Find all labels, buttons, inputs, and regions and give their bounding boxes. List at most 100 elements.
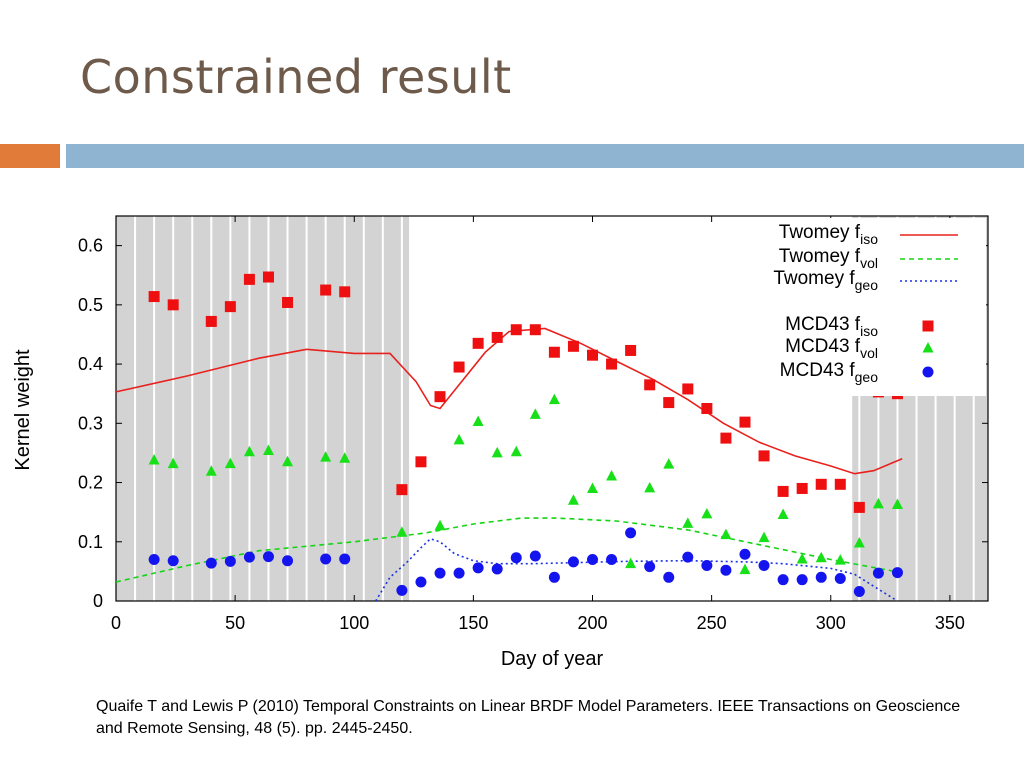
point-mcd43-vol [510,445,522,457]
point-mcd43-geo [224,555,236,567]
point-mcd43-iso [567,340,579,352]
line-twomey-iso [115,327,903,475]
point-mcd43-iso [320,284,332,296]
x-tick-label: 200 [577,613,607,633]
observed-points [148,271,903,598]
point-mcd43-vol [853,536,865,548]
point-mcd43-vol [891,498,903,509]
y-tick-label: 0.4 [78,354,103,374]
point-mcd43-vol [663,458,675,469]
point-mcd43-iso [548,346,560,358]
y-tick-label: 0.3 [78,413,103,433]
point-mcd43-vol [758,531,770,543]
x-tick-label: 250 [697,613,727,633]
point-mcd43-iso [148,291,160,303]
point-mcd43-geo [891,567,903,579]
legend-label-twomey-iso: Twomey fiso [779,222,878,247]
point-mcd43-geo [682,551,694,563]
point-mcd43-geo [663,571,675,583]
point-mcd43-vol [606,470,618,481]
point-mcd43-vol [167,457,179,469]
point-mcd43-iso [815,478,827,490]
legend-label-twomey-geo: Twomey fgeo [773,268,878,293]
point-mcd43-iso [529,324,541,336]
kernel-weight-chart: 0 50 100 150 200 250 300 350 0 0.1 0.2 0.3 0.4 0.5 0.… [12,215,989,670]
x-tick-label: 150 [458,613,488,633]
y-axis-title: Kernel weight [12,349,34,471]
y-tick-label: 0.2 [78,473,103,493]
point-mcd43-vol [320,451,332,462]
point-mcd43-vol [434,519,446,531]
point-mcd43-geo [758,559,770,571]
point-mcd43-vol [453,433,465,445]
point-mcd43-vol [491,446,503,458]
point-mcd43-geo [644,561,656,573]
y-tick-label: 0 [93,591,103,611]
point-mcd43-geo [529,550,541,562]
legend-label-twomey-vol: Twomey fvol [779,246,878,271]
point-mcd43-geo [434,567,446,579]
point-mcd43-vol [739,563,751,575]
point-mcd43-geo [567,556,579,568]
point-mcd43-geo [872,567,884,579]
point-mcd43-geo [282,555,294,567]
point-mcd43-geo [453,567,465,579]
point-mcd43-iso [453,361,465,373]
point-mcd43-iso [606,358,618,370]
point-mcd43-iso [510,324,522,336]
point-mcd43-vol [548,393,560,405]
point-mcd43-iso [491,331,503,343]
point-mcd43-vol [205,465,217,476]
point-mcd43-vol [224,457,236,469]
legend-box [748,218,986,396]
point-mcd43-geo [148,554,160,566]
point-mcd43-vol [587,482,599,493]
legend-label-mcd43-iso: MCD43 fiso [785,314,878,339]
x-tick-label: 0 [111,613,121,633]
point-mcd43-vol [682,517,694,528]
point-mcd43-geo [796,574,808,586]
point-mcd43-iso [701,403,713,414]
point-mcd43-geo [625,527,637,539]
plot-border [115,215,989,602]
point-mcd43-geo [701,559,713,571]
point-mcd43-geo [777,574,789,586]
point-mcd43-geo [205,557,217,569]
point-mcd43-geo [491,563,503,575]
x-tick-label: 350 [935,613,965,633]
point-mcd43-geo [606,554,618,566]
x-axis-title: Day of year [501,648,604,670]
point-mcd43-iso [644,379,656,391]
point-mcd43-geo [739,548,751,560]
point-mcd43-geo [167,555,179,567]
legend-swatch-mcd43-iso [922,320,934,332]
point-mcd43-iso [167,299,179,311]
accent-bar-orange [0,144,60,168]
point-mcd43-iso [282,296,294,308]
point-mcd43-iso [205,315,217,327]
legend-swatch-mcd43-vol [922,342,934,353]
point-mcd43-vol [796,552,808,564]
point-mcd43-geo [587,554,599,566]
point-mcd43-vol [339,452,351,463]
point-mcd43-iso [682,383,694,395]
legend-swatch-mcd43-geo [922,366,934,378]
point-mcd43-geo [834,572,846,584]
point-mcd43-geo [320,553,332,565]
x-tick-label: 50 [225,613,245,633]
day-gridlines [134,216,975,601]
point-mcd43-vol [262,444,274,456]
point-mcd43-vol [872,497,884,509]
point-mcd43-vol [472,415,484,427]
point-mcd43-geo [853,586,865,598]
y-tick-label: 0.6 [78,236,103,256]
point-mcd43-iso [777,485,789,497]
point-mcd43-iso [625,344,637,356]
point-mcd43-geo [815,571,827,583]
point-mcd43-iso [415,456,427,468]
point-mcd43-iso [262,271,274,283]
point-mcd43-iso [434,391,446,403]
point-mcd43-vol [282,455,294,467]
point-mcd43-geo [548,571,560,583]
